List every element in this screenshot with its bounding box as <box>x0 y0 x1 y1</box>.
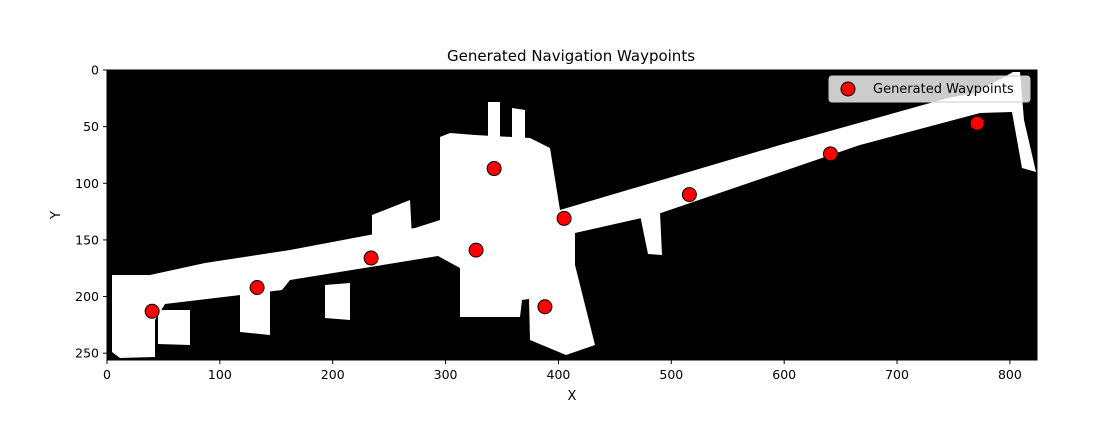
x-axis-label: X <box>568 389 577 404</box>
waypoint-marker <box>363 250 379 266</box>
legend-label: Generated Waypoints <box>873 82 1014 97</box>
plot-frame <box>106 69 1038 361</box>
waypoint-marker <box>556 210 572 226</box>
x-tick-label: 400 <box>547 367 571 382</box>
y-tick-label: 150 <box>75 232 99 247</box>
x-tick-label: 300 <box>434 367 458 382</box>
x-tick-label: 100 <box>208 367 232 382</box>
waypoint-marker <box>468 242 484 258</box>
x-tick-label: 700 <box>885 367 909 382</box>
y-tick-label: 200 <box>75 289 99 304</box>
y-axis-label: Y <box>49 211 64 220</box>
waypoint-marker <box>144 303 160 319</box>
waypoint-marker <box>681 187 697 203</box>
y-tick-label: 50 <box>83 119 99 134</box>
waypoint-marker <box>969 115 985 131</box>
y-tick-label: 100 <box>75 176 99 191</box>
legend-marker <box>840 81 856 97</box>
x-tick-label: 600 <box>772 367 796 382</box>
waypoint-marker <box>822 146 838 162</box>
legend: Generated Waypoints <box>828 75 1031 103</box>
occupancy-map <box>112 72 1036 358</box>
x-tick-label: 800 <box>998 367 1022 382</box>
y-axis-ticks: 0 50 100 150 200 250 <box>75 63 107 361</box>
y-tick-label: 250 <box>75 346 99 361</box>
plot-area <box>107 70 1037 360</box>
x-axis-ticks: 0 100 200 300 400 500 600 700 800 <box>103 360 1022 382</box>
x-tick-label: 0 <box>103 367 111 382</box>
x-tick-label: 500 <box>659 367 683 382</box>
chart-title: Generated Navigation Waypoints <box>447 47 695 65</box>
waypoint-marker <box>537 299 553 315</box>
waypoint-marker <box>249 280 265 295</box>
waypoint-marker <box>486 161 502 177</box>
scatter-points <box>144 115 985 319</box>
x-tick-label: 200 <box>321 367 345 382</box>
legend-box <box>828 75 1031 103</box>
y-tick-label: 0 <box>91 63 99 78</box>
